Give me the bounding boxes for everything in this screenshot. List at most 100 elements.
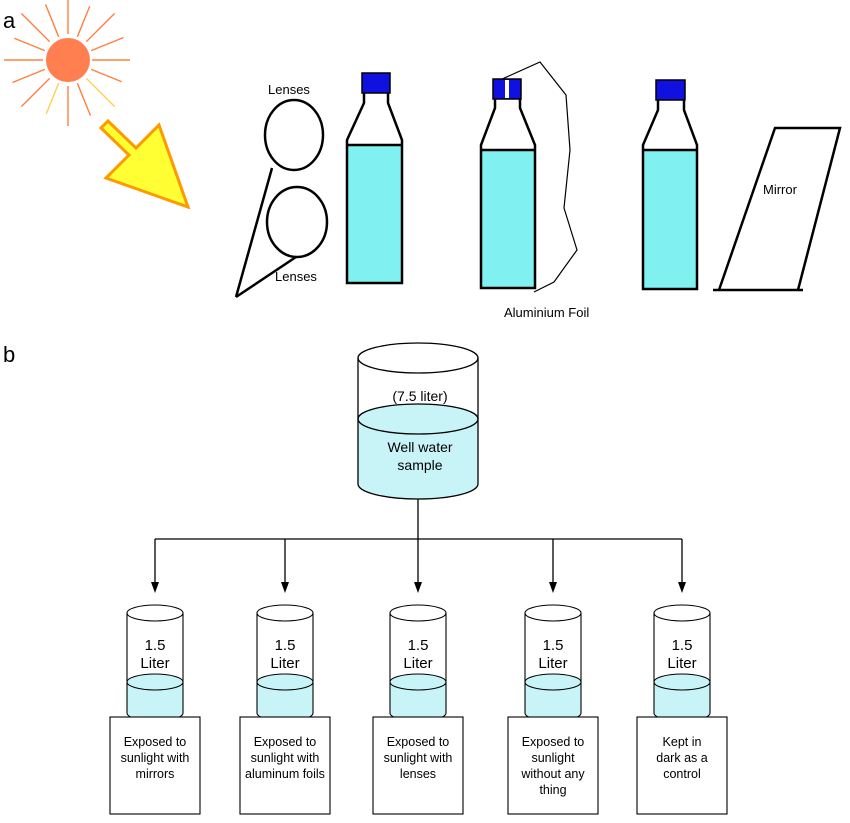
description-line: Exposed to	[387, 735, 450, 749]
beaker-volume: 1.5	[408, 637, 429, 654]
beaker-unit: Liter	[538, 655, 567, 672]
label-aluminium-foil: Aluminium Foil	[504, 305, 589, 320]
main-vessel-label-line1: Well water	[387, 439, 452, 455]
sun-ray	[44, 4, 60, 38]
sun-ray	[20, 77, 51, 108]
lens-stand-left	[234, 167, 274, 298]
beaker-rim	[126, 604, 184, 622]
beaker-volume: 1.5	[275, 637, 296, 654]
beaker-water-surface	[256, 673, 314, 691]
beaker-water	[127, 682, 183, 721]
description-line: Exposed to	[522, 735, 585, 749]
bottle-cap-icon	[655, 79, 686, 101]
description-line: mirrors	[136, 767, 175, 781]
main-vessel-water-surface	[357, 403, 479, 435]
description-box	[507, 716, 599, 815]
sun-ray	[12, 68, 46, 84]
description-line: thing	[539, 783, 566, 797]
beaker-rim	[524, 604, 582, 622]
beaker-unit: Liter	[403, 655, 432, 672]
lens-bottom	[265, 185, 329, 259]
main-vessel-rim	[357, 342, 479, 374]
cap-reflection	[505, 80, 509, 98]
description-box	[372, 716, 464, 815]
sun-ray	[85, 77, 116, 108]
beaker-volume: 1.5	[145, 637, 166, 654]
beaker-rim	[256, 604, 314, 622]
arrow-head-icon	[678, 582, 686, 593]
aluminium-foil-outline	[499, 61, 578, 293]
bottle-outline	[479, 99, 537, 290]
main-vessel-volume: (7.5 liter)	[392, 388, 447, 404]
beaker-unit: Liter	[667, 655, 696, 672]
beaker-volume: 1.5	[672, 637, 693, 654]
beaker-volume: 1.5	[543, 637, 564, 654]
beaker-water-surface	[389, 673, 447, 691]
bottle-with-lenses	[345, 72, 404, 285]
bottle-water	[643, 150, 697, 289]
distribution-lines	[155, 499, 682, 540]
beaker-rim	[389, 604, 447, 622]
sun-rays	[4, 0, 130, 126]
main-vessel-water	[358, 419, 478, 499]
mirror-outline	[717, 126, 842, 291]
description-line: Exposed to	[124, 735, 187, 749]
panel-a-letter: a	[3, 8, 16, 33]
beaker-water-surface	[653, 673, 711, 691]
sun-ray	[85, 12, 116, 43]
beaker-water-surface	[126, 673, 184, 691]
bottle-outline	[641, 100, 699, 291]
main-vessel-label-line2: sample	[397, 457, 442, 473]
label-lenses-top: Lenses	[268, 82, 310, 97]
bottle-outline	[345, 93, 404, 285]
sun-ray	[13, 37, 46, 52]
description-line: sunlight	[531, 751, 575, 765]
sun-icon	[46, 38, 90, 82]
sun-ray	[76, 82, 92, 116]
description-line: dark as a	[656, 751, 707, 765]
beaker-water	[390, 682, 446, 721]
panel-b-letter: b	[3, 342, 15, 367]
mirror-drawing	[713, 126, 842, 292]
arrow-head-icon	[151, 582, 159, 593]
beaker-rim	[653, 604, 711, 622]
sunlight-arrow-icon	[98, 118, 191, 210]
description-line: Exposed to	[254, 735, 317, 749]
description-line: control	[663, 767, 701, 781]
bottle-with-foil	[479, 61, 578, 293]
description-box	[636, 716, 728, 815]
description-box	[109, 716, 201, 815]
beaker-water	[654, 682, 710, 721]
description-line: sunlight with	[121, 751, 190, 765]
sun-ray	[45, 82, 60, 115]
beaker-water	[525, 682, 581, 721]
sun-ray	[90, 36, 124, 52]
description-box	[239, 716, 331, 815]
beaker-water-surface	[524, 673, 582, 691]
beaker-water	[257, 682, 313, 721]
description-line: Kept in	[663, 735, 702, 749]
sun-ray	[90, 68, 123, 83]
sun-ray	[20, 12, 51, 43]
sun-ray	[76, 5, 91, 38]
main-vessel	[357, 342, 479, 500]
label-mirror: Mirror	[763, 182, 798, 197]
lens-top	[263, 98, 325, 172]
description-line: aluminum foils	[245, 767, 325, 781]
arrow-head-icon	[549, 582, 557, 593]
description-line: without any	[520, 767, 585, 781]
beaker-unit: Liter	[270, 655, 299, 672]
bottle-water	[481, 150, 535, 288]
description-line: lenses	[400, 767, 436, 781]
arrow-head-icon	[414, 582, 422, 593]
lenses-drawing	[234, 98, 329, 299]
description-line: sunlight with	[251, 751, 320, 765]
